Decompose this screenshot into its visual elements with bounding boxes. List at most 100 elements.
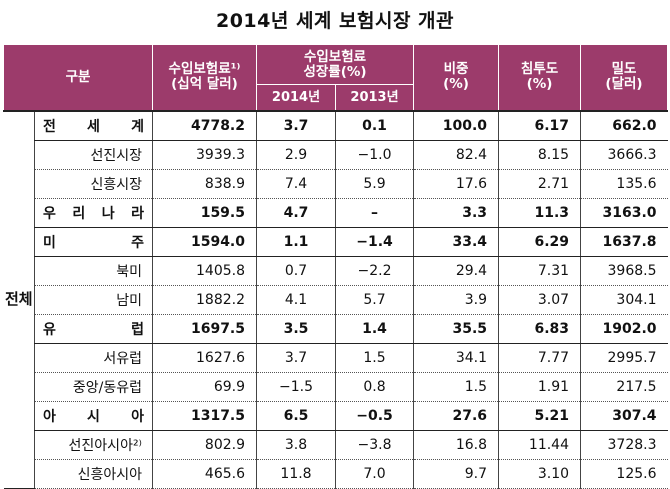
row-penetration: 1.91 — [498, 372, 581, 402]
row-density: 3666.3 — [580, 140, 668, 170]
row-name: 신흥시장 — [34, 169, 153, 199]
table-row: 남미 1882.2 4.1 5.7 3.9 3.07 304.1 — [4, 285, 668, 315]
page-title: 2014년 세계 보험시장 개관 — [215, 10, 455, 32]
row-growth-2014: 7.4 — [256, 169, 336, 199]
row-share: 29.4 — [413, 256, 499, 286]
row-density: 3163.0 — [580, 198, 668, 228]
row-premium: 3939.3 — [152, 140, 257, 170]
row-penetration: 7.77 — [498, 343, 581, 373]
row-penetration: 11.44 — [498, 430, 581, 460]
table-row: 선진시장 3939.3 2.9 −1.0 82.4 8.15 3666.3 — [4, 140, 668, 170]
table-row: 북미 1405.8 0.7 −2.2 29.4 7.31 3968.5 — [4, 256, 668, 286]
row-share: 34.1 — [413, 343, 499, 373]
row-premium: 465.6 — [152, 459, 257, 489]
row-growth-2013: −3.8 — [334, 430, 414, 460]
row-penetration: 8.15 — [498, 140, 581, 170]
row-growth-2013: 7.0 — [334, 459, 414, 489]
row-share: 3.9 — [413, 285, 499, 315]
table-row: 아 시 아 1317.5 6.5 −0.5 27.6 5.21 307.4 — [4, 401, 668, 431]
row-name: 중앙/동유럽 — [34, 372, 153, 402]
header-growth-2014: 2014년 — [256, 84, 336, 111]
header-density: 밀도 (달러) — [580, 44, 669, 111]
table-row: 신흥아시아 465.6 11.8 7.0 9.7 3.10 125.6 — [4, 459, 668, 489]
header-premium: 수입보험료¹⁾ (십억 달러) — [152, 44, 257, 111]
row-premium: 1317.5 — [152, 401, 257, 431]
row-name: 선진아시아²⁾ — [34, 430, 153, 460]
row-growth-2013: 1.5 — [334, 343, 414, 373]
row-density: 3968.5 — [580, 256, 668, 286]
row-growth-2014: 11.8 — [256, 459, 336, 489]
table-row: 서유럽 1627.6 3.7 1.5 34.1 7.77 2995.7 — [4, 343, 668, 373]
row-growth-2014: 4.1 — [256, 285, 336, 315]
row-penetration: 6.83 — [498, 314, 581, 344]
insurance-market-table: 구분 수입보험료¹⁾ (십억 달러) 수입보험료 성장률(%) 비중 (%) 침… — [3, 44, 669, 489]
row-name: 북미 — [34, 256, 153, 286]
row-share: 16.8 — [413, 430, 499, 460]
row-penetration: 6.29 — [498, 227, 581, 257]
row-share: 27.6 — [413, 401, 499, 431]
row-premium: 802.9 — [152, 430, 257, 460]
row-growth-2013: −0.5 — [334, 401, 414, 431]
row-penetration: 5.21 — [498, 401, 581, 431]
row-premium: 1405.8 — [152, 256, 257, 286]
row-share: 33.4 — [413, 227, 499, 257]
row-growth-2013: −1.0 — [334, 140, 414, 170]
row-penetration: 11.3 — [498, 198, 581, 228]
row-growth-2013: −2.2 — [334, 256, 414, 286]
header-category: 구분 — [3, 44, 153, 111]
row-density: 125.6 — [580, 459, 668, 489]
row-density: 307.4 — [580, 401, 668, 431]
table-row: 신흥시장 838.9 7.4 5.9 17.6 2.71 135.6 — [4, 169, 668, 199]
row-density: 3728.3 — [580, 430, 668, 460]
row-share: 100.0 — [413, 109, 499, 141]
row-penetration: 7.31 — [498, 256, 581, 286]
row-share: 17.6 — [413, 169, 499, 199]
table-row: 선진아시아²⁾ 802.9 3.8 −3.8 16.8 11.44 3728.3 — [4, 430, 668, 460]
row-density: 217.5 — [580, 372, 668, 402]
row-name: 전 세 계 — [34, 109, 153, 141]
row-name: 신흥아시아 — [34, 459, 153, 489]
row-density: 135.6 — [580, 169, 668, 199]
header-penetration: 침투도 (%) — [498, 44, 582, 111]
row-penetration: 3.10 — [498, 459, 581, 489]
row-growth-2014: −1.5 — [256, 372, 336, 402]
row-premium: 159.5 — [152, 198, 257, 228]
row-growth-2013: – — [334, 198, 414, 228]
row-density: 1637.8 — [580, 227, 668, 257]
row-premium: 69.9 — [152, 372, 257, 402]
row-growth-2013: 5.7 — [334, 285, 414, 315]
row-density: 304.1 — [580, 285, 668, 315]
row-density: 1902.0 — [580, 314, 668, 344]
header-growth-2013: 2013년 — [334, 84, 415, 111]
row-premium: 1697.5 — [152, 314, 257, 344]
table-row: 중앙/동유럽 69.9 −1.5 0.8 1.5 1.91 217.5 — [4, 372, 668, 402]
row-share: 9.7 — [413, 459, 499, 489]
row-growth-2013: −1.4 — [334, 227, 414, 257]
row-share: 3.3 — [413, 198, 499, 228]
row-name: 서유럽 — [34, 343, 153, 373]
table-row: 우 리 나 라 159.5 4.7–3.3 11.3 3163.0 — [4, 198, 668, 228]
header-share: 비중 (%) — [413, 44, 500, 111]
row-share: 82.4 — [413, 140, 499, 170]
row-premium: 838.9 — [152, 169, 257, 199]
row-growth-2014: 1.1 — [256, 227, 336, 257]
row-growth-2013: 0.1 — [334, 109, 414, 141]
row-growth-2014: 2.9 — [256, 140, 336, 170]
row-penetration: 6.17 — [498, 109, 581, 141]
row-premium: 4778.2 — [152, 109, 257, 141]
table-body: 전체 전 세 계 4778.2 3.7 0.1 100.0 6.17 662.0 선진시장 393… — [3, 109, 668, 489]
row-growth-2014: 3.7 — [256, 109, 336, 141]
row-name: 남미 — [34, 285, 153, 315]
row-premium: 1594.0 — [152, 227, 257, 257]
row-premium: 1627.6 — [152, 343, 257, 373]
row-growth-2014: 0.7 — [256, 256, 336, 286]
row-growth-2013: 5.9 — [334, 169, 414, 199]
row-growth-2014: 4.7 — [256, 198, 336, 228]
header-growth: 수입보험료 성장률(%) — [255, 44, 415, 85]
row-name: 선진시장 — [34, 140, 153, 170]
row-density: 662.0 — [580, 109, 668, 141]
row-density: 2995.7 — [580, 343, 668, 373]
row-growth-2014: 6.5 — [256, 401, 336, 431]
row-premium: 1882.2 — [152, 285, 257, 315]
table-row: 미 주 1594.0 1.1 −1.4 33.4 6.29 1637.8 — [4, 227, 668, 257]
